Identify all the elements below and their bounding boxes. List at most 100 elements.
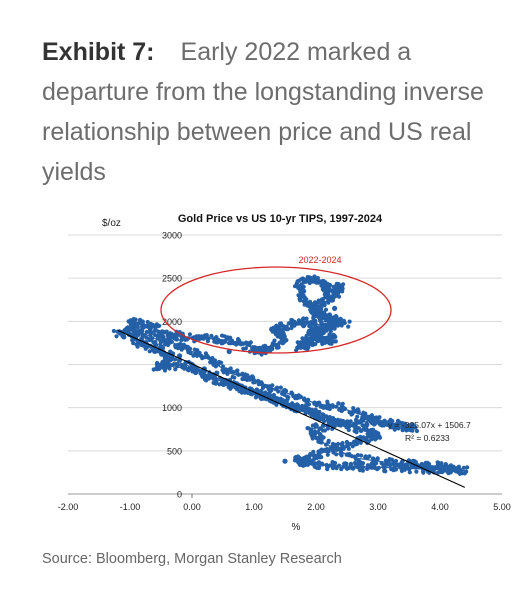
data-point: [312, 318, 317, 323]
data-point: [193, 370, 198, 375]
data-point: [200, 374, 205, 379]
data-point: [301, 406, 307, 412]
data-point: [214, 335, 219, 340]
data-point: [334, 452, 339, 457]
data-point: [228, 386, 233, 391]
data-point: [332, 305, 338, 311]
data-point: [173, 337, 179, 342]
data-point: [325, 426, 331, 431]
data-point: [336, 401, 341, 406]
data-point: [313, 277, 319, 283]
data-point: [301, 316, 306, 321]
data-point: [192, 347, 197, 352]
data-point: [375, 467, 380, 472]
data-point: [331, 461, 336, 466]
data-point: [173, 367, 178, 372]
data-point: [135, 344, 140, 349]
data-point: [136, 332, 141, 338]
exhibit-title: Early 2022 marked a departure from the l…: [42, 38, 484, 186]
data-point: [448, 463, 453, 468]
data-point: [325, 295, 330, 300]
data-point: [121, 334, 127, 340]
y-tick-label: 0: [177, 490, 182, 500]
data-point: [313, 411, 319, 418]
data-point: [327, 341, 332, 346]
data-point: [363, 411, 368, 416]
data-point: [217, 382, 222, 387]
data-point: [355, 453, 360, 458]
data-point: [301, 463, 306, 468]
data-point: [308, 429, 313, 434]
y-tick-label: 500: [167, 446, 182, 456]
data-point: [164, 363, 170, 369]
data-point: [325, 399, 330, 404]
data-point: [187, 332, 192, 337]
data-point: [359, 453, 364, 458]
data-point: [282, 458, 288, 464]
data-point: [191, 353, 196, 358]
data-point: [460, 471, 465, 476]
data-point: [278, 328, 283, 333]
trendline: [117, 329, 466, 488]
data-point: [367, 454, 372, 459]
data-point: [360, 468, 365, 473]
data-point: [301, 459, 306, 464]
data-point: [152, 328, 157, 333]
data-point: [348, 461, 354, 466]
data-point: [161, 335, 166, 340]
data-point: [298, 340, 303, 345]
data-point: [407, 470, 412, 475]
data-point: [148, 321, 153, 326]
data-point: [346, 446, 351, 451]
data-point: [336, 282, 341, 287]
data-point: [340, 441, 345, 446]
data-point: [157, 323, 162, 328]
data-point: [240, 371, 245, 376]
gold-vs-tips-chart: Gold Price vs US 10-yr TIPS, 1997-2024 $…: [58, 213, 511, 533]
exhibit-label: Exhibit 7:: [42, 38, 155, 66]
data-point: [355, 414, 360, 419]
data-point: [353, 461, 358, 466]
x-tick-label: -1.00: [120, 502, 141, 512]
data-point: [410, 464, 416, 469]
data-point: [131, 316, 136, 322]
exhibit-heading: Exhibit 7: Early 2022 marked a departure …: [42, 32, 512, 192]
data-point: [341, 419, 346, 424]
data-point: [340, 401, 345, 406]
data-point: [304, 333, 309, 338]
highlight-ellipse: [160, 266, 392, 354]
data-point: [278, 321, 284, 326]
data-point: [320, 341, 325, 347]
data-point: [114, 334, 119, 339]
data-point: [286, 395, 291, 400]
data-point: [301, 323, 307, 329]
data-point: [449, 467, 455, 473]
data-point: [253, 395, 258, 400]
y-tick-label: 2500: [162, 274, 182, 284]
y-axis-label: $/oz: [102, 218, 121, 229]
data-point: [414, 469, 419, 474]
data-point: [330, 441, 335, 447]
data-point: [216, 360, 222, 365]
x-tick-label: 3.00: [369, 502, 387, 512]
data-point: [465, 465, 470, 470]
data-point: [259, 352, 264, 357]
data-point: [322, 419, 327, 424]
data-point: [248, 340, 253, 345]
data-point: [311, 449, 316, 454]
data-point: [179, 347, 184, 352]
data-point: [288, 403, 294, 409]
data-point: [221, 340, 226, 345]
data-point: [323, 307, 329, 312]
source-note: Source: Bloomberg, Morgan Stanley Resear…: [42, 551, 342, 567]
data-point: [228, 335, 233, 340]
data-point: [304, 316, 309, 321]
y-tick-label: 2000: [162, 317, 182, 327]
data-point: [320, 412, 325, 417]
data-point: [332, 334, 337, 339]
trendline-r2: R² = 0.6233: [405, 433, 450, 443]
data-point: [186, 350, 191, 355]
data-point: [235, 368, 240, 373]
x-tick-label: 5.00: [493, 502, 511, 512]
data-point: [320, 428, 325, 433]
